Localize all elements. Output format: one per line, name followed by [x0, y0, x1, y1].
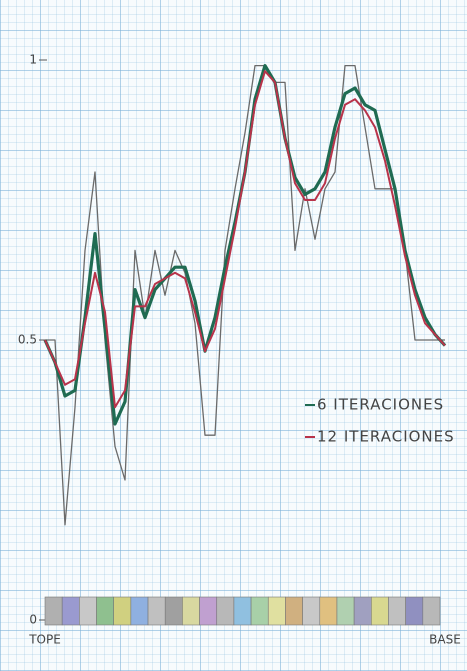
color-strip: [268, 597, 285, 625]
legend-label: 12 ITERACIONES: [317, 428, 455, 446]
y-tick-label: 0: [29, 613, 37, 627]
color-strip: [354, 597, 371, 625]
color-strip: [337, 597, 354, 625]
color-strip: [45, 597, 62, 625]
color-strip: [303, 597, 320, 625]
color-strip: [320, 597, 337, 625]
x-tick-label: BASE: [429, 633, 461, 647]
color-strip: [97, 597, 114, 625]
color-strip: [251, 597, 268, 625]
legend-label: 6 ITERACIONES: [317, 396, 444, 414]
y-tick-label: 1: [29, 53, 37, 67]
color-strip: [200, 597, 217, 625]
color-strip: [62, 597, 79, 625]
color-strip: [423, 597, 440, 625]
color-strip: [114, 597, 131, 625]
color-strip: [285, 597, 302, 625]
color-strip: [217, 597, 234, 625]
series-line: [45, 66, 445, 424]
series-line: [45, 66, 445, 525]
series-line: [45, 71, 445, 407]
color-strip: [182, 597, 199, 625]
color-strip: [406, 597, 423, 625]
y-tick-label: 0.5: [18, 333, 37, 347]
color-strip: [148, 597, 165, 625]
color-strip: [165, 597, 182, 625]
graph-paper: 0 0.5 1 TOPE BASE 6 ITERACIONES 12 ITERACIONES: [0, 0, 467, 671]
color-strip: [371, 597, 388, 625]
chart: 0 0.5 1 TOPE BASE 6 ITERACIONES 12 ITERACIONES: [0, 0, 467, 671]
color-strip: [79, 597, 96, 625]
color-strip: [388, 597, 405, 625]
color-strip: [234, 597, 251, 625]
color-strip: [131, 597, 148, 625]
x-tick-label: TOPE: [28, 633, 61, 647]
